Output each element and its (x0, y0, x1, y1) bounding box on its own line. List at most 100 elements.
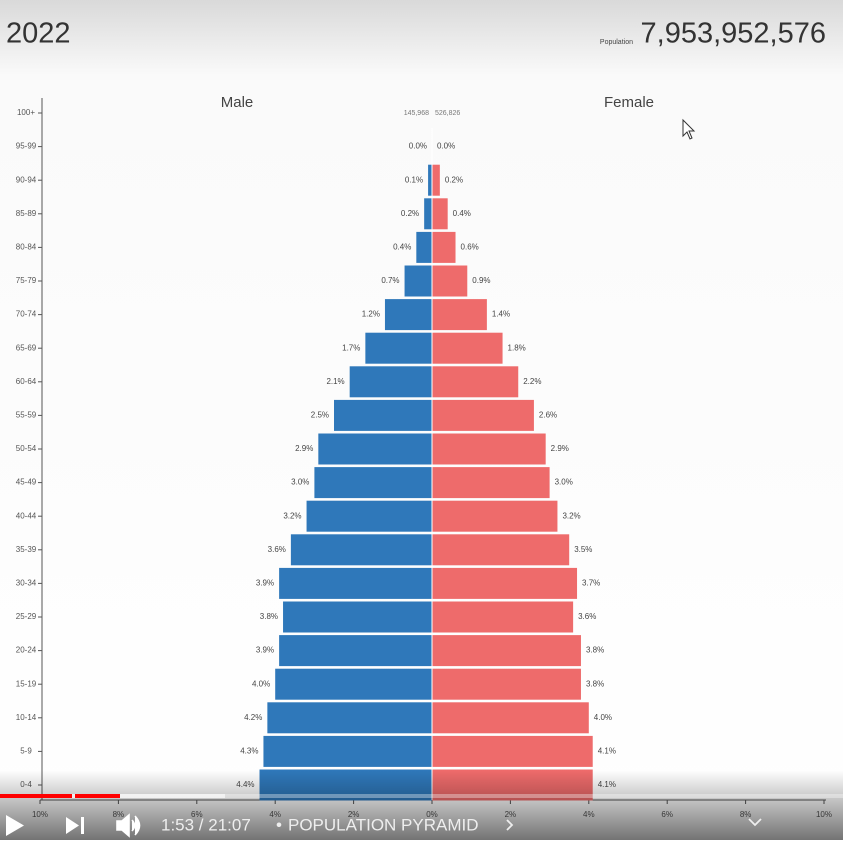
age-label: 5-9 (20, 747, 32, 756)
male-bar (334, 399, 432, 431)
value-label: 0.7% (381, 276, 399, 285)
value-label: 3.2% (562, 511, 580, 520)
male-bar (428, 164, 432, 196)
female-bar (432, 366, 519, 398)
value-label: 0.0% (409, 142, 427, 151)
progress-track[interactable] (0, 794, 843, 798)
value-label: 2.2% (523, 377, 541, 386)
age-label: 50-54 (16, 444, 37, 453)
female-bar (432, 668, 581, 700)
male-bar (314, 467, 432, 499)
male-bar (306, 500, 432, 532)
value-label: 2.9% (295, 444, 313, 453)
female-bar (432, 164, 440, 196)
female-bar (432, 433, 546, 465)
value-label: 1.7% (342, 343, 360, 352)
value-label: 3.0% (291, 478, 309, 487)
age-label: 45-49 (16, 478, 37, 487)
female-bar (432, 702, 589, 734)
play-button[interactable] (6, 815, 24, 836)
top-count: 145,968 (404, 110, 429, 117)
mouse-cursor (682, 118, 696, 140)
time: 1:53 / 21:07 (161, 815, 251, 834)
female-bar (432, 534, 570, 566)
age-label: 80-84 (16, 243, 37, 252)
age-label: 70-74 (16, 310, 37, 319)
value-label: 0.4% (453, 209, 471, 218)
male-bar (424, 198, 432, 230)
value-label: 4.0% (252, 679, 270, 688)
volume-button[interactable] (116, 813, 141, 838)
male-bar (416, 231, 432, 263)
female-bar (432, 601, 574, 633)
age-label: 25-29 (16, 612, 37, 621)
value-label: 3.0% (555, 478, 573, 487)
value-label: 0.9% (472, 276, 490, 285)
male-bar (279, 635, 432, 667)
progress-played (75, 794, 120, 798)
male-bar (384, 299, 432, 331)
age-label: 60-64 (16, 377, 37, 386)
value-label: 0.0% (437, 142, 455, 151)
value-label: 3.5% (574, 545, 592, 554)
expand-button[interactable] (748, 818, 762, 827)
year: 2022 (6, 18, 71, 50)
chapter-chevron[interactable] (506, 819, 514, 831)
age-label: 10-14 (16, 713, 37, 722)
population: 7,953,952,576 (641, 18, 826, 50)
value-label: 0.2% (401, 209, 419, 218)
value-label: 0.4% (393, 243, 411, 252)
male-bar (404, 265, 432, 297)
value-label: 4.1% (598, 747, 616, 756)
age-label: 85-89 (16, 209, 37, 218)
progress-played (0, 794, 72, 798)
value-label: 2.5% (311, 411, 329, 420)
value-label: 3.9% (256, 579, 274, 588)
female-bar (432, 198, 448, 230)
male-bar (263, 735, 432, 767)
age-label: 40-44 (16, 511, 37, 520)
male-bar (290, 534, 432, 566)
separator: • (276, 815, 282, 834)
value-label: 1.2% (362, 310, 380, 319)
value-label: 3.9% (256, 646, 274, 655)
female-bar (432, 500, 558, 532)
next-button[interactable] (66, 817, 84, 834)
value-label: 2.6% (539, 411, 557, 420)
value-label: 4.0% (594, 713, 612, 722)
female-bar (432, 231, 456, 263)
value-label: 3.7% (582, 579, 600, 588)
male-bar (365, 332, 432, 364)
male-bar (279, 567, 432, 599)
female-bar (432, 567, 578, 599)
value-label: 4.3% (240, 747, 258, 756)
age-label: 15-19 (16, 679, 37, 688)
female-bar (432, 299, 487, 331)
age-label: 95-99 (16, 142, 37, 151)
age-label: 30-34 (16, 579, 37, 588)
age-label: 35-39 (16, 545, 37, 554)
female-bar (432, 735, 593, 767)
female-bar (432, 467, 550, 499)
male-bar (267, 702, 432, 734)
value-label: 3.2% (283, 511, 301, 520)
top-count: 526,826 (435, 110, 460, 117)
female-bar (432, 399, 534, 431)
chapter-title[interactable]: POPULATION PYRAMID (288, 815, 479, 834)
value-label: 4.2% (244, 713, 262, 722)
age-label: 65-69 (16, 343, 37, 352)
female-bar (432, 635, 581, 667)
age-label: 90-94 (16, 175, 37, 184)
population-label: Population (600, 39, 633, 46)
controls-overlay (0, 770, 843, 840)
age-label: 55-59 (16, 411, 37, 420)
female-bar (432, 265, 468, 297)
legend-female: Female (604, 94, 654, 111)
age-label: 100+ (17, 108, 35, 117)
male-bar (318, 433, 432, 465)
value-label: 1.4% (492, 310, 510, 319)
age-label: 20-24 (16, 646, 37, 655)
value-label: 3.8% (586, 646, 604, 655)
